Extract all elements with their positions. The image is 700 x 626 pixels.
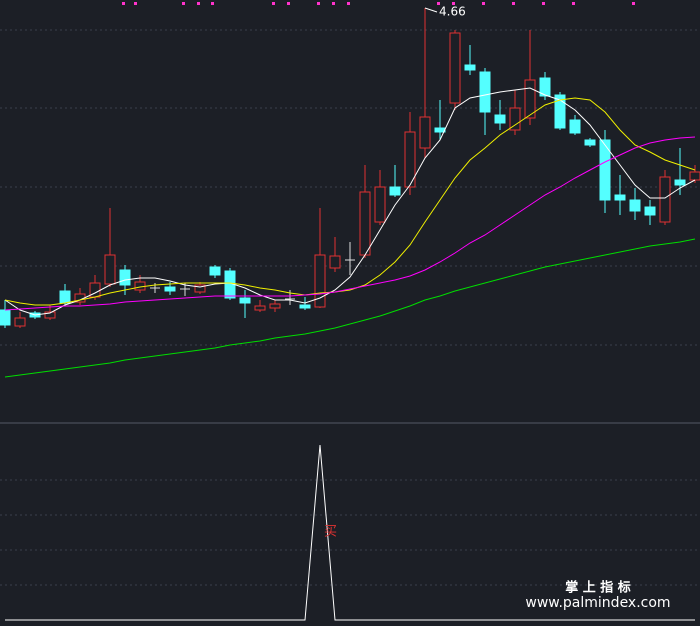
marker [197,2,200,5]
line-series [4,97,696,306]
candle-body [299,304,311,309]
marker [134,2,137,5]
candle-body [134,281,146,291]
candle-body [464,64,476,71]
candle-body [0,309,11,326]
candle-body [59,290,71,304]
marker [122,2,125,5]
candle-body [494,114,506,124]
candle-body [599,139,611,201]
marker [272,2,275,5]
candle-body [524,79,536,119]
candle-body [659,176,671,223]
marker [317,2,320,5]
candle-body [419,116,431,149]
candle-body [629,199,641,212]
candle-body [269,303,281,309]
watermark-title: 掌 上 指 标 [565,580,631,596]
candle-body [554,94,566,129]
candle-body [449,32,461,104]
candle-body [539,77,551,97]
candle-body [44,311,56,319]
candle-body [359,191,371,256]
candle-body [104,254,116,285]
candle-body [209,266,221,276]
marker [512,2,515,5]
watermark-url: www.palmindex.com [525,595,670,611]
candle-body [119,269,131,286]
max-pointer [424,7,438,13]
candle-body [569,119,581,134]
marker [542,2,545,5]
candle-body [389,186,401,196]
line-series [5,444,695,621]
candle-body [584,139,596,146]
candle-body [404,131,416,188]
line-series [4,238,696,378]
candle-body [164,286,176,292]
candle-body [614,194,626,201]
candle-body [374,186,386,223]
candle-body [329,255,341,269]
candle-body [194,284,206,293]
signal-label: 买 [324,525,337,540]
marker [452,2,455,5]
marker [347,2,350,5]
candle-body [239,297,251,304]
line-series [4,136,696,311]
candle-body [509,107,521,131]
marker [332,2,335,5]
marker [572,2,575,5]
marker [287,2,290,5]
candle-body [254,305,266,311]
marker [632,2,635,5]
line-series [4,87,696,316]
candle-body [689,171,700,181]
top-markers [122,2,635,5]
candle-body [14,317,26,327]
max-label: 4.66 [439,5,466,19]
marker [482,2,485,5]
candle-body [314,254,326,308]
candle-body [479,71,491,113]
candle-body [674,179,686,186]
marker [211,2,214,5]
candle-body [644,206,656,216]
marker [182,2,185,5]
marker [437,2,440,5]
